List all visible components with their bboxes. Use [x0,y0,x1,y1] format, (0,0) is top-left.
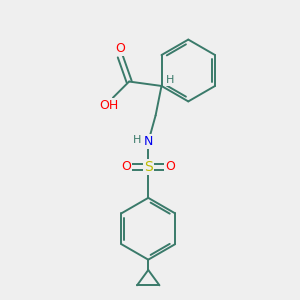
Text: S: S [144,160,153,174]
Text: OH: OH [99,100,118,112]
Text: H: H [133,135,141,146]
Text: N: N [144,135,153,148]
Text: H: H [166,75,174,85]
Text: O: O [122,160,131,173]
Text: O: O [165,160,175,173]
Text: O: O [115,42,124,55]
